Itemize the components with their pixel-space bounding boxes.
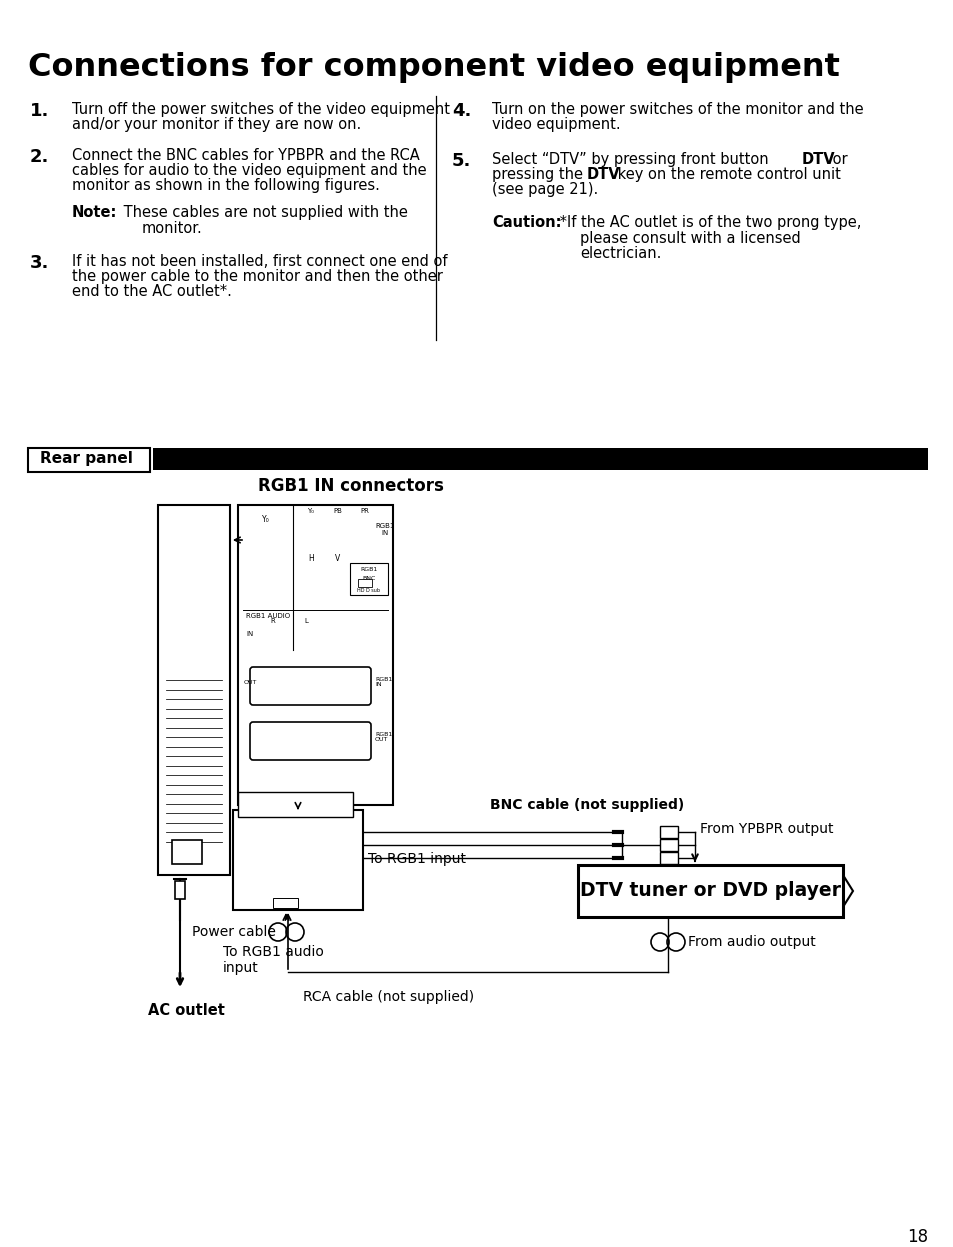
Text: PB: PB bbox=[334, 508, 342, 514]
Text: electrician.: electrician. bbox=[579, 246, 660, 261]
Bar bbox=[659, 839, 678, 850]
Circle shape bbox=[261, 756, 271, 764]
Text: RGB1
IN: RGB1 IN bbox=[375, 522, 395, 536]
Text: monitor.: monitor. bbox=[142, 221, 203, 236]
Bar bbox=[659, 826, 678, 838]
Text: If it has not been installed, first connect one end of: If it has not been installed, first conn… bbox=[71, 254, 447, 269]
Text: key on the remote control unit: key on the remote control unit bbox=[613, 167, 840, 182]
Circle shape bbox=[310, 829, 315, 835]
Circle shape bbox=[255, 882, 260, 887]
Text: Power cable: Power cable bbox=[192, 925, 275, 939]
FancyBboxPatch shape bbox=[250, 667, 371, 705]
Text: RGB1
IN: RGB1 IN bbox=[375, 677, 392, 687]
Text: Turn on the power switches of the monitor and the: Turn on the power switches of the monito… bbox=[492, 102, 862, 117]
Text: V: V bbox=[335, 554, 340, 562]
Circle shape bbox=[261, 530, 271, 540]
Text: and/or your monitor if they are now on.: and/or your monitor if they are now on. bbox=[71, 117, 361, 132]
Circle shape bbox=[266, 855, 272, 860]
Text: HD D sub: HD D sub bbox=[357, 589, 380, 594]
Text: L: L bbox=[304, 619, 308, 624]
Circle shape bbox=[307, 574, 314, 581]
Text: RGB1 AUDIO: RGB1 AUDIO bbox=[246, 614, 290, 619]
Text: DTV: DTV bbox=[801, 152, 835, 167]
Circle shape bbox=[277, 882, 282, 887]
Bar bbox=[28, 448, 150, 473]
Text: please consult with a licensed: please consult with a licensed bbox=[579, 231, 800, 246]
Text: IN: IN bbox=[246, 631, 253, 637]
Text: Y₀: Y₀ bbox=[262, 515, 270, 524]
Text: video equipment.: video equipment. bbox=[492, 117, 620, 132]
Circle shape bbox=[360, 527, 369, 535]
Text: end to the AC outlet*.: end to the AC outlet*. bbox=[71, 284, 232, 299]
Bar bbox=[350, 562, 388, 595]
Text: RCA cable (not supplied): RCA cable (not supplied) bbox=[303, 990, 474, 1004]
Text: Turn off the power switches of the video equipment: Turn off the power switches of the video… bbox=[71, 102, 450, 117]
Text: From YPBPR output: From YPBPR output bbox=[700, 822, 833, 835]
Text: cables for audio to the video equipment and the: cables for audio to the video equipment … bbox=[71, 163, 426, 178]
Text: *If the AC outlet is of the two prong type,: *If the AC outlet is of the two prong ty… bbox=[555, 214, 861, 229]
Circle shape bbox=[271, 662, 275, 667]
Bar bbox=[273, 898, 297, 908]
Bar bbox=[357, 579, 372, 587]
Bar bbox=[174, 880, 185, 899]
Text: To RGB1 audio
input: To RGB1 audio input bbox=[223, 945, 323, 975]
Bar bbox=[237, 792, 353, 817]
Circle shape bbox=[263, 556, 268, 561]
Text: Note:: Note: bbox=[71, 205, 117, 219]
Text: the power cable to the monitor and then the other: the power cable to the monitor and then … bbox=[71, 269, 442, 284]
Circle shape bbox=[307, 527, 314, 535]
Text: 3.: 3. bbox=[30, 254, 50, 272]
Text: 1.: 1. bbox=[30, 102, 50, 120]
Text: monitor as shown in the following figures.: monitor as shown in the following figure… bbox=[71, 178, 379, 193]
Text: 18: 18 bbox=[906, 1228, 927, 1246]
Circle shape bbox=[288, 855, 294, 860]
Text: or: or bbox=[827, 152, 846, 167]
Circle shape bbox=[334, 527, 341, 535]
Text: These cables are not supplied with the: These cables are not supplied with the bbox=[119, 205, 408, 219]
Text: DTV: DTV bbox=[586, 167, 620, 182]
Text: PR: PR bbox=[360, 508, 369, 514]
Text: (see page 21).: (see page 21). bbox=[492, 182, 598, 197]
Text: Y₀: Y₀ bbox=[307, 508, 314, 514]
Text: Select “DTV” by pressing front button: Select “DTV” by pressing front button bbox=[492, 152, 773, 167]
Text: To RGB1 input: To RGB1 input bbox=[368, 852, 465, 865]
Circle shape bbox=[244, 855, 250, 860]
Bar bbox=[172, 840, 202, 864]
Circle shape bbox=[332, 829, 337, 835]
Text: RGB1 IN connectors: RGB1 IN connectors bbox=[257, 478, 443, 495]
Circle shape bbox=[310, 855, 315, 860]
Text: From audio output: From audio output bbox=[687, 935, 815, 949]
Text: Connect the BNC cables for YPBPR and the RCA: Connect the BNC cables for YPBPR and the… bbox=[71, 148, 419, 163]
Text: 5.: 5. bbox=[452, 152, 471, 170]
Bar bbox=[237, 505, 393, 806]
Circle shape bbox=[334, 574, 341, 581]
Text: H: H bbox=[308, 554, 314, 562]
Text: OUT: OUT bbox=[244, 680, 257, 685]
Circle shape bbox=[288, 829, 294, 835]
FancyBboxPatch shape bbox=[578, 865, 842, 917]
Bar bbox=[233, 811, 363, 910]
Circle shape bbox=[266, 829, 272, 835]
Text: Caution:: Caution: bbox=[492, 214, 561, 229]
Text: 4.: 4. bbox=[452, 102, 471, 120]
Circle shape bbox=[342, 585, 347, 590]
Text: DTV tuner or DVD player: DTV tuner or DVD player bbox=[579, 882, 841, 900]
Text: BNC cable (not supplied): BNC cable (not supplied) bbox=[490, 798, 683, 812]
Text: 2.: 2. bbox=[30, 148, 50, 166]
Text: Connections for component video equipment: Connections for component video equipmen… bbox=[28, 52, 839, 84]
Text: RGB1
OUT: RGB1 OUT bbox=[375, 732, 392, 742]
Bar bbox=[659, 852, 678, 864]
Bar bbox=[158, 505, 230, 875]
Circle shape bbox=[268, 638, 277, 647]
Text: BNC: BNC bbox=[362, 576, 375, 581]
Circle shape bbox=[301, 638, 310, 647]
Bar bbox=[152, 448, 927, 470]
Circle shape bbox=[244, 829, 250, 835]
Text: R: R bbox=[271, 619, 275, 624]
Text: RGB1: RGB1 bbox=[360, 567, 377, 572]
Text: pressing the: pressing the bbox=[492, 167, 587, 182]
Text: Rear panel: Rear panel bbox=[40, 451, 132, 466]
Text: AC outlet: AC outlet bbox=[148, 1003, 225, 1018]
FancyBboxPatch shape bbox=[250, 722, 371, 759]
